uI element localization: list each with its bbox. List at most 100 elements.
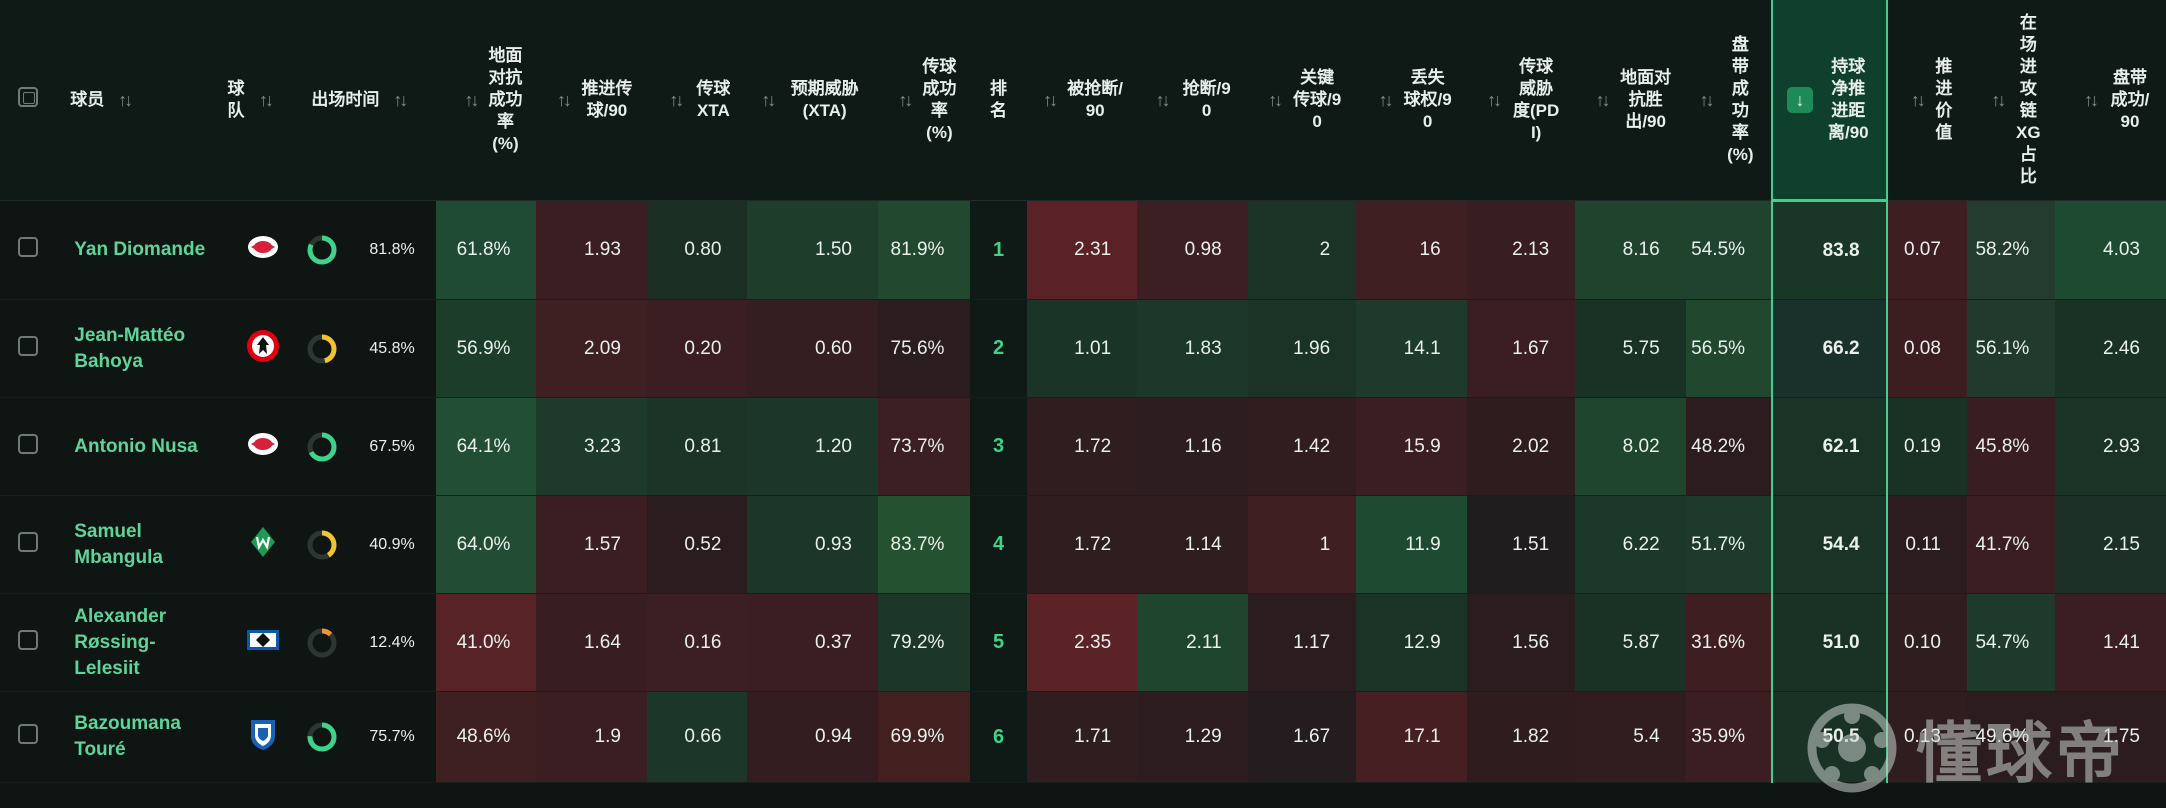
col-player[interactable]: 球员 ↑↓ bbox=[56, 0, 213, 201]
col-dribble-pct[interactable]: ↑↓ 盘带成功率(%) bbox=[1685, 0, 1773, 201]
col-prog-value[interactable]: ↑↓ 推进价值 bbox=[1886, 0, 1967, 201]
row-checkbox[interactable] bbox=[18, 629, 39, 650]
col-minutes-label: 出场时间 bbox=[311, 90, 380, 109]
col-lost-ball[interactable]: ↑↓ 丢失球权/90 bbox=[1356, 0, 1467, 201]
pdi-cell: 1.56 bbox=[1466, 593, 1576, 692]
sort-icon[interactable]: ↑↓ bbox=[556, 90, 572, 110]
player-name-link[interactable]: Yan Diomande bbox=[74, 239, 206, 260]
sort-icon[interactable]: ↑↓ bbox=[1155, 90, 1171, 110]
col-xg-chain[interactable]: ↑↓ 在场进攻链XG占比 bbox=[1966, 0, 2056, 201]
sort-icon[interactable]: ↑↓ bbox=[1595, 90, 1611, 110]
col-ground-duel-label: 地面对抗成功率(%) bbox=[488, 46, 523, 153]
prog-value-cell: 0.13 bbox=[1886, 691, 1967, 783]
col-pdi[interactable]: ↑↓ 传球威胁度(PDI) bbox=[1466, 0, 1576, 201]
ground-won-cell: 8.02 bbox=[1575, 397, 1686, 496]
row-checkbox[interactable] bbox=[18, 335, 39, 356]
sort-icon[interactable]: ↑↓ bbox=[761, 90, 776, 110]
minutes-cell: 67.5% bbox=[305, 397, 436, 496]
col-pass-pct[interactable]: ↑↓ 传球成功率(%) bbox=[877, 0, 971, 201]
sort-icon[interactable]: ↑↓ bbox=[898, 90, 913, 110]
col-prog-pass[interactable]: ↑↓ 推进传球/90 bbox=[536, 0, 647, 201]
sort-icon[interactable]: ↑↓ bbox=[1910, 90, 1926, 110]
col-key-pass[interactable]: ↑↓ 关键传球/90 bbox=[1247, 0, 1357, 201]
dribble-pct-cell: 31.6% bbox=[1685, 593, 1773, 692]
table-row[interactable]: Jean-Mattéo Bahoya 45.8% 56.9% 2.09 0.20 0.60… bbox=[0, 299, 2166, 398]
tackles-cell: 0.98 bbox=[1137, 200, 1248, 300]
sort-icon[interactable]: ↑↓ bbox=[1268, 90, 1283, 110]
row-checkbox[interactable] bbox=[18, 531, 39, 552]
pass-pct-cell: 81.9% bbox=[877, 200, 971, 300]
sort-icon[interactable]: ↑↓ bbox=[393, 90, 408, 110]
table-row[interactable]: Yan Diomande 81.8% 61.8% 1.93 0.80 1.50 81.9% 1… bbox=[0, 199, 2166, 300]
sort-icon[interactable]: ↑↓ bbox=[1378, 90, 1394, 110]
sort-desc-icon[interactable]: ↓ bbox=[1787, 86, 1814, 113]
table-row[interactable]: Alexander Røssing-Lelesiit 12.4% 41.0% 1.64… bbox=[0, 593, 2166, 692]
minutes-cell: 45.8% bbox=[305, 299, 436, 398]
team-cell bbox=[212, 495, 306, 594]
col-xta[interactable]: ↑↓ 预期威胁(XTA) bbox=[747, 0, 878, 201]
minutes-pct: 81.8% bbox=[369, 241, 415, 258]
tackles-cell: 1.29 bbox=[1137, 691, 1248, 783]
table-row[interactable]: Bazoumana Touré 75.7% 48.6% 1.9 0.66 0.94 69.9… bbox=[0, 691, 2166, 783]
dispossessed-cell: 1.71 bbox=[1026, 691, 1138, 783]
player-name-link[interactable]: Bazoumana Touré bbox=[74, 713, 181, 760]
row-select-cell bbox=[0, 200, 57, 300]
sort-icon[interactable]: ↑↓ bbox=[118, 90, 133, 110]
ground-duel-cell: 64.1% bbox=[435, 397, 537, 496]
minutes-cell: 40.9% bbox=[305, 495, 436, 594]
bremen-w-icon bbox=[245, 524, 281, 566]
minutes-pct: 40.9% bbox=[369, 535, 415, 553]
rank-cell: 1 bbox=[970, 200, 1027, 300]
select-all-cell bbox=[0, 0, 57, 201]
col-pass-xta[interactable]: ↑↓ 传球XTA bbox=[646, 0, 748, 201]
team-cell bbox=[212, 200, 306, 300]
col-team[interactable]: 球队 ↑↓ bbox=[212, 0, 306, 201]
row-checkbox[interactable] bbox=[18, 724, 39, 744]
key-pass-cell: 1.96 bbox=[1247, 299, 1357, 398]
dribble-pct-cell: 54.5% bbox=[1685, 200, 1773, 300]
carry-dist-cell: 51.0 bbox=[1771, 593, 1888, 692]
sort-icon[interactable]: ↑↓ bbox=[464, 90, 479, 110]
team-cell bbox=[212, 691, 306, 783]
table-row[interactable]: Samuel Mbangula 40.9% 64.0% 1.57 0.52 0.93 83.… bbox=[0, 495, 2166, 594]
col-ground-won-label: 地面对抗胜出/90 bbox=[1620, 68, 1672, 131]
frankfurt-eagle-icon bbox=[245, 328, 281, 370]
xta-cell: 1.50 bbox=[747, 200, 878, 300]
sort-icon[interactable]: ↑↓ bbox=[1043, 90, 1058, 110]
minutes-pct: 75.7% bbox=[369, 728, 415, 745]
col-dispossessed[interactable]: ↑↓ 被抢断/90 bbox=[1026, 0, 1138, 201]
lost-ball-cell: 17.1 bbox=[1356, 691, 1467, 783]
sort-icon[interactable]: ↑↓ bbox=[1699, 90, 1715, 110]
prog-value-cell: 0.07 bbox=[1886, 200, 1967, 300]
player-name-link[interactable]: Antonio Nusa bbox=[74, 435, 198, 457]
table-row[interactable]: Antonio Nusa 67.5% 64.1% 3.23 0.81 1.20 73.7% 3… bbox=[0, 397, 2166, 496]
dribble-succ-cell: 2.93 bbox=[2055, 397, 2166, 496]
select-all-checkbox[interactable] bbox=[18, 87, 39, 107]
sort-icon[interactable]: ↑↓ bbox=[669, 90, 684, 110]
col-carry-dist[interactable]: ↓ 持球净推进距离/90 bbox=[1771, 0, 1888, 201]
minutes-ring-icon bbox=[307, 530, 337, 559]
sort-icon[interactable]: ↑↓ bbox=[258, 90, 274, 110]
sort-icon[interactable]: ↑↓ bbox=[1991, 90, 2006, 110]
xg-chain-cell: 49.6% bbox=[1966, 691, 2056, 783]
col-minutes[interactable]: 出场时间 ↑↓ bbox=[305, 0, 436, 201]
col-tackles[interactable]: ↑↓ 抢断/90 bbox=[1137, 0, 1248, 201]
xg-chain-cell: 56.1% bbox=[1966, 299, 2056, 398]
player-name-link[interactable]: Alexander Røssing-Lelesiit bbox=[74, 605, 167, 679]
col-dribble-succ[interactable]: ↑↓ 盘带成功/90 bbox=[2055, 0, 2166, 201]
row-checkbox[interactable] bbox=[18, 433, 39, 454]
col-dribble-succ-label: 盘带成功/90 bbox=[2110, 68, 2150, 131]
team-cell bbox=[212, 397, 306, 496]
pdi-cell: 1.82 bbox=[1466, 691, 1576, 783]
col-ground-duel[interactable]: ↑↓ 地面对抗成功率(%) bbox=[435, 0, 537, 201]
minutes-pct: 45.8% bbox=[369, 339, 415, 357]
rank-cell: 3 bbox=[970, 397, 1027, 496]
pdi-cell: 2.02 bbox=[1466, 397, 1576, 496]
sort-icon[interactable]: ↑↓ bbox=[2084, 90, 2099, 110]
sort-icon[interactable]: ↑↓ bbox=[1487, 90, 1502, 110]
ground-duel-cell: 64.0% bbox=[435, 495, 537, 594]
col-ground-won[interactable]: ↑↓ 地面对抗胜出/90 bbox=[1575, 0, 1686, 201]
player-name-link[interactable]: Samuel Mbangula bbox=[74, 520, 163, 568]
row-checkbox[interactable] bbox=[18, 237, 39, 257]
player-name-link[interactable]: Jean-Mattéo Bahoya bbox=[74, 324, 186, 372]
